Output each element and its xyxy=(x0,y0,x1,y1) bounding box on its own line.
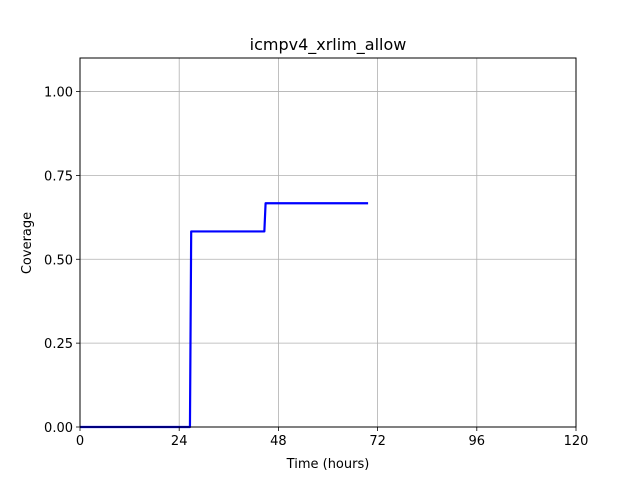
x-tick-label: 72 xyxy=(369,434,386,449)
y-tick-label: 1.00 xyxy=(44,86,73,101)
y-tick-label: 0.75 xyxy=(44,169,73,184)
plot-frame xyxy=(79,57,577,428)
y-axis-label: Coverage xyxy=(20,212,35,274)
x-tick-label: 96 xyxy=(469,434,486,449)
chart-title: icmpv4_xrlim_allow xyxy=(250,35,407,55)
x-tick-label: 48 xyxy=(270,434,287,449)
x-tick-label: 120 xyxy=(564,434,589,449)
y-tick-label: 0.50 xyxy=(44,253,73,268)
y-tick-label: 0.00 xyxy=(44,421,73,436)
y-axis: 0.00 0.25 0.50 0.75 1.00 xyxy=(44,86,80,436)
y-tick-label: 0.25 xyxy=(44,337,73,352)
x-axis-label: Time (hours) xyxy=(286,457,370,472)
x-axis: 0 24 48 72 96 120 xyxy=(76,427,589,449)
x-tick-label: 0 xyxy=(76,434,84,449)
x-tick-label: 24 xyxy=(171,434,188,449)
